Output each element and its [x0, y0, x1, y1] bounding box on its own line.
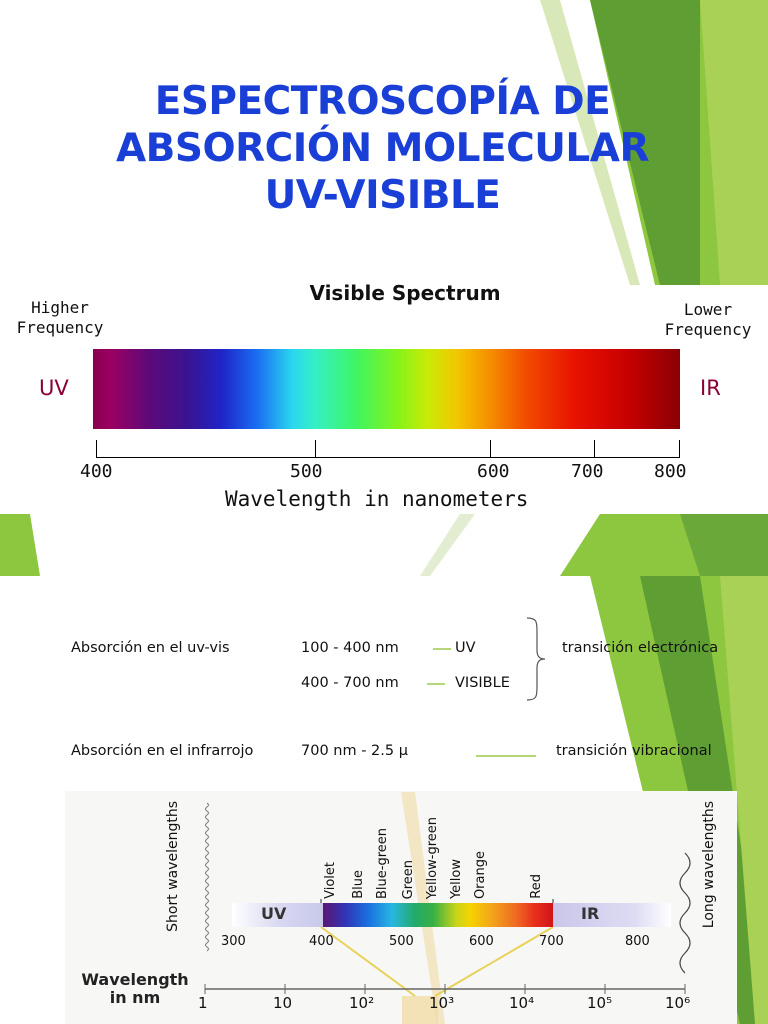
color-label-yellow-green: Yellow-green [425, 816, 440, 899]
row2-type: VISIBLE [455, 675, 510, 691]
row1-type: UV [455, 640, 476, 656]
color-labels: Violet Blue Blue-green Green Yellow-gree… [319, 791, 559, 899]
scale-bottom-10e4: 10⁴ [509, 994, 535, 1012]
lower-frequency-line-2: Frequency [664, 320, 752, 339]
spectrum-title: Visible Spectrum [309, 281, 501, 305]
tick-label-700: 700 [571, 461, 604, 482]
row3-range: 700 nm - 2.5 μ [301, 743, 408, 759]
axis-tick [96, 440, 97, 458]
axis-title: Wavelength in nanometers [225, 487, 529, 511]
tick-label-400: 400 [80, 461, 113, 482]
ir-label: IR [700, 376, 721, 400]
row3-dash [476, 755, 536, 757]
row2-dash [427, 683, 445, 685]
row1-range: 100 - 400 nm [301, 640, 399, 656]
em-spectrum-figure: Short wavelengths Long wavelengths Viole… [65, 791, 737, 1024]
axis-tick [315, 440, 316, 458]
visible-band [323, 903, 553, 927]
row1-dash [433, 648, 451, 650]
scale-bottom-10e2: 10² [349, 994, 375, 1012]
scale-bottom-10e3: 10³ [429, 994, 455, 1012]
title-line-1: ESPECTROSCOPÍA DE [154, 79, 611, 124]
wavelength-in-nm-label: Wavelength in nm [71, 971, 199, 1007]
color-label-violet: Violet [323, 862, 338, 899]
curly-brace [526, 617, 546, 701]
row3-label: Absorción en el infrarrojo [71, 743, 254, 759]
scale-top-700: 700 [539, 934, 564, 949]
scale-bottom-1: 1 [198, 994, 208, 1012]
title-line-3: UV-VISIBLE [264, 173, 501, 218]
lower-frequency-line-1: Lower [683, 300, 733, 319]
slide-title: ESPECTROSCOPÍA DE ABSORCIÓN MOLECULAR UV… [60, 78, 705, 219]
tick-label-500: 500 [290, 461, 323, 482]
short-wavelengths-label: Short wavelengths [165, 801, 181, 932]
uv-band [232, 903, 323, 927]
wavelength-label-line-2: in nm [109, 988, 161, 1007]
lower-frequency-label: Lower Frequency [652, 300, 764, 340]
scale-top-500: 500 [389, 934, 414, 949]
scale-bottom-10e5: 10⁵ [587, 994, 613, 1012]
scale-top-400: 400 [309, 934, 334, 949]
higher-frequency-line-1: Higher [31, 298, 89, 317]
scale-top-300: 300 [221, 934, 246, 949]
visible-spectrum-bar [93, 349, 680, 429]
color-label-green: Green [401, 859, 416, 899]
color-label-blue-green: Blue-green [375, 827, 390, 899]
tick-label-800: 800 [654, 461, 687, 482]
figure-uv-label: UV [261, 904, 287, 923]
higher-frequency-label: Higher Frequency [4, 298, 116, 338]
axis-tick [594, 440, 595, 458]
wavelength-axis-line [96, 457, 680, 458]
wavelength-label-line-1: Wavelength [81, 970, 189, 989]
title-line-2: ABSORCIÓN MOLECULAR [116, 126, 650, 171]
axis-tick [679, 440, 680, 458]
tick-label-600: 600 [477, 461, 510, 482]
scale-bottom-10: 10 [273, 994, 293, 1012]
scale-bottom-10e6: 10⁶ [665, 994, 691, 1012]
ir-band [553, 903, 671, 927]
row1-label: Absorción en el uv-vis [71, 640, 230, 656]
scale-top-600: 600 [469, 934, 494, 949]
uv-label: UV [39, 376, 69, 400]
color-label-orange: Orange [473, 850, 488, 899]
brace-text: transición electrónica [562, 640, 719, 656]
row3-text: transición vibracional [556, 743, 712, 759]
higher-frequency-line-2: Frequency [16, 318, 104, 337]
row2-range: 400 - 700 nm [301, 675, 399, 691]
green-decoration [540, 0, 768, 285]
color-label-blue: Blue [351, 870, 366, 899]
long-wavelengths-label: Long wavelengths [701, 801, 717, 929]
figure-ir-label: IR [581, 904, 600, 923]
axis-tick [490, 440, 491, 458]
slide-1: ESPECTROSCOPÍA DE ABSORCIÓN MOLECULAR UV… [4, 0, 768, 511]
color-label-red: Red [529, 874, 544, 899]
color-label-yellow: Yellow [449, 858, 464, 899]
scale-top-800: 800 [625, 934, 650, 949]
